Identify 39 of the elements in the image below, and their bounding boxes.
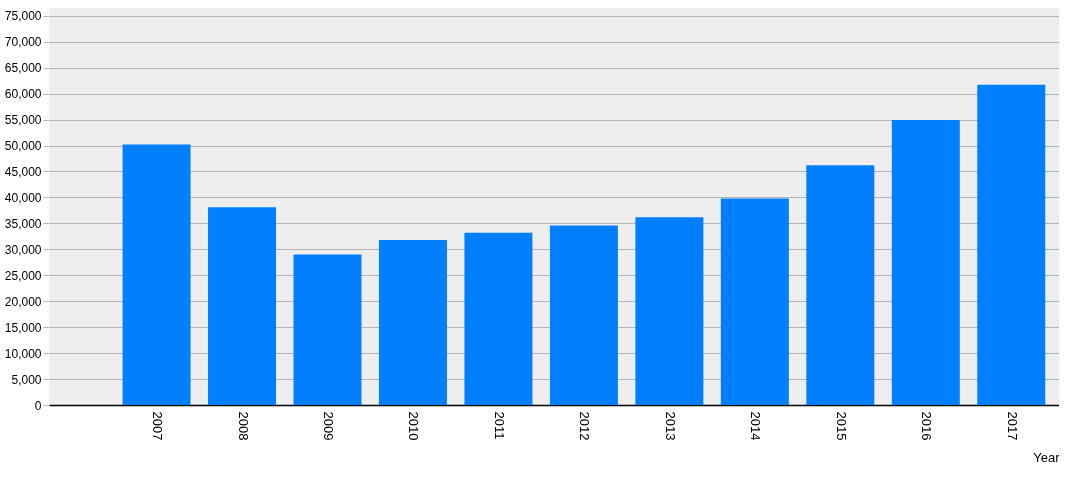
y-tick-label: 15,000 bbox=[4, 320, 42, 335]
bar bbox=[635, 217, 704, 405]
bar bbox=[720, 198, 789, 405]
x-tick-label: 2010 bbox=[406, 411, 422, 441]
y-tick-label: 60,000 bbox=[4, 87, 42, 102]
y-tick-label: 75,000 bbox=[4, 9, 42, 24]
x-tick-label: 2011 bbox=[491, 411, 507, 440]
y-tick-label: 55,000 bbox=[4, 113, 42, 128]
x-tick-label: 2016 bbox=[919, 411, 935, 441]
x-tick-label: 2007 bbox=[150, 411, 166, 441]
bar bbox=[122, 144, 191, 405]
y-tick-label: 0 bbox=[34, 398, 42, 413]
y-tick-label: 50,000 bbox=[4, 139, 42, 154]
x-axis-title: Year bbox=[1033, 450, 1061, 466]
bar bbox=[549, 225, 618, 405]
x-tick-label: 2008 bbox=[235, 411, 251, 441]
x-tick-label: 2015 bbox=[833, 411, 849, 441]
y-tick-label: 45,000 bbox=[4, 164, 42, 179]
x-tick-label: 2013 bbox=[662, 411, 678, 441]
y-tick-label: 5,000 bbox=[11, 372, 42, 387]
y-tick-label: 20,000 bbox=[4, 294, 42, 309]
y-tick-label: 30,000 bbox=[4, 242, 42, 257]
y-tick-label: 25,000 bbox=[4, 268, 42, 283]
bar bbox=[806, 165, 875, 405]
y-tick-label: 70,000 bbox=[4, 35, 42, 50]
bar bbox=[977, 84, 1046, 405]
x-tick-label: 2017 bbox=[1004, 411, 1020, 441]
bar bbox=[208, 207, 277, 405]
bar bbox=[378, 239, 447, 405]
bar bbox=[464, 232, 533, 405]
y-tick-label: 35,000 bbox=[4, 216, 42, 231]
y-tick-label: 10,000 bbox=[4, 346, 42, 361]
y-tick-label: 65,000 bbox=[4, 61, 42, 76]
bar bbox=[891, 120, 960, 405]
x-tick-label: 2014 bbox=[748, 411, 764, 441]
y-tick-label: 40,000 bbox=[4, 190, 42, 205]
bar bbox=[293, 254, 362, 405]
x-tick-label: 2012 bbox=[577, 411, 593, 441]
x-tick-label: 2009 bbox=[321, 411, 336, 441]
